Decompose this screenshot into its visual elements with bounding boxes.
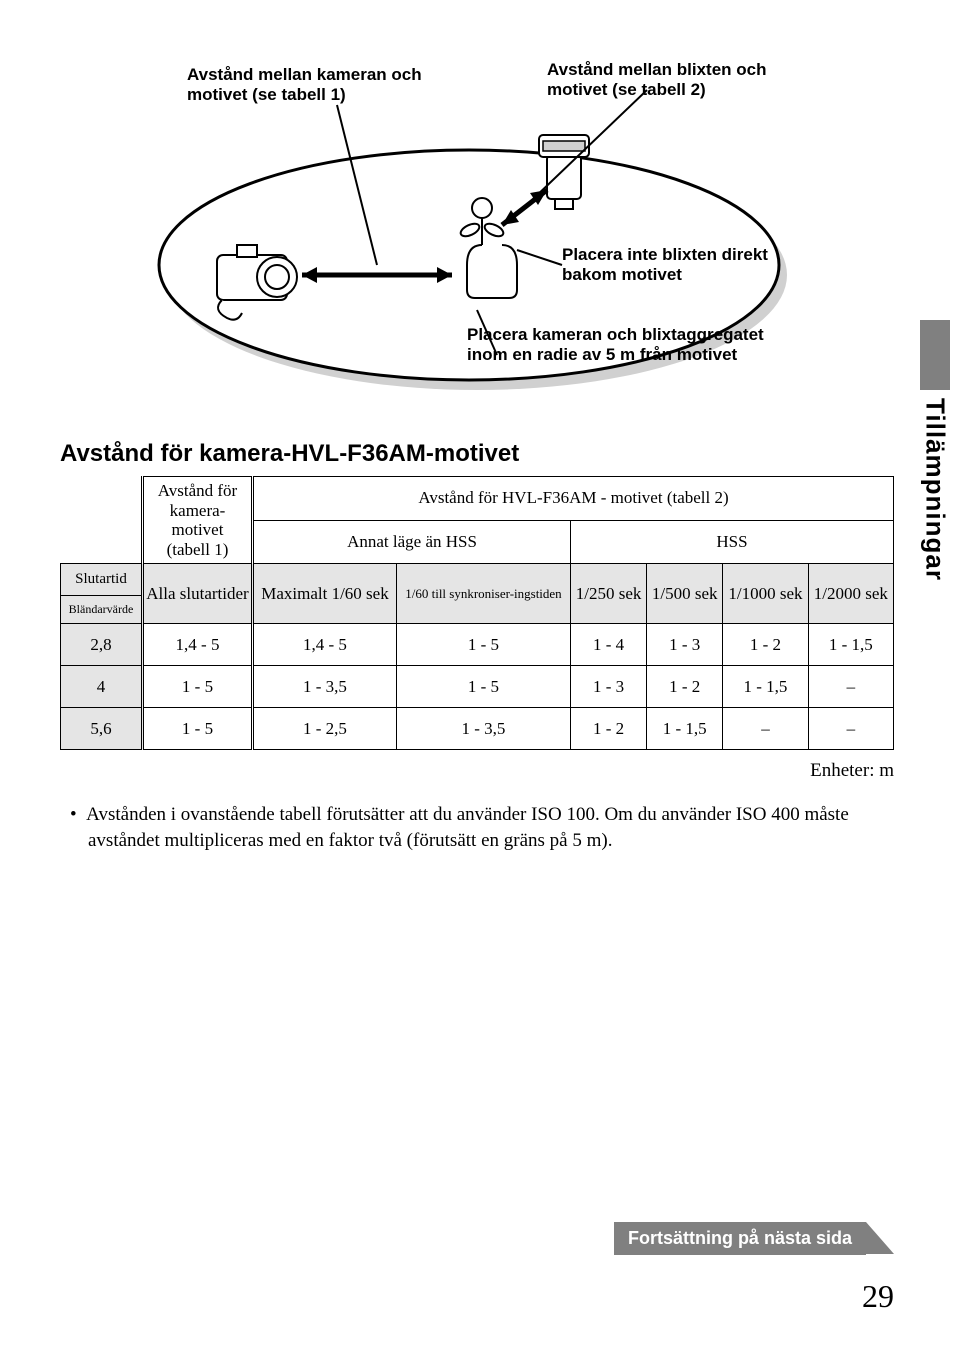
col-max-1-60: Maximalt 1/60 sek: [253, 564, 397, 624]
table-units: Enheter: m: [60, 760, 894, 782]
cell-cam-dist: 1,4 - 5: [143, 624, 253, 666]
distance-table: Avstånd för kamera-motivet (tabell 1) Av…: [60, 476, 894, 750]
row-label-aperture: Bländarvärde: [61, 596, 143, 624]
section-side-tab: Tillämpningar: [916, 320, 954, 581]
note-text: Avstånden i ovanstående tabell förutsätt…: [86, 804, 849, 851]
cell-c6: –: [808, 708, 893, 750]
setup-diagram: Avstånd mellan kameran och motivet (se t…: [117, 50, 837, 410]
cell-aperture: 4: [61, 666, 143, 708]
cell-c2: 1 - 3,5: [396, 708, 570, 750]
cell-c5: 1 - 1,5: [723, 666, 808, 708]
side-tab-indicator: [920, 320, 950, 390]
cell-c4: 1 - 2: [647, 666, 723, 708]
callout-flash-subject: Avstånd mellan blixten och motivet (se t…: [547, 60, 817, 101]
hdr-camera-subject: Avstånd för kamera-motivet (tabell 1): [143, 477, 253, 564]
cell-c2: 1 - 5: [396, 624, 570, 666]
cell-aperture: 5,6: [61, 708, 143, 750]
cell-c5: –: [723, 708, 808, 750]
cell-c1: 1 - 2,5: [253, 708, 397, 750]
cell-c2: 1 - 5: [396, 666, 570, 708]
cell-c5: 1 - 2: [723, 624, 808, 666]
col-1-1000: 1/1000 sek: [723, 564, 808, 624]
col-1-2000: 1/2000 sek: [808, 564, 893, 624]
cell-c4: 1 - 1,5: [647, 708, 723, 750]
hdr-non-hss: Annat läge än HSS: [253, 520, 571, 564]
cell-c6: 1 - 1,5: [808, 624, 893, 666]
callout-camera-subject: Avstånd mellan kameran och motivet (se t…: [187, 65, 467, 106]
cell-c3: 1 - 3: [571, 666, 647, 708]
callout-not-behind: Placera inte blixten direkt bakom motive…: [562, 245, 822, 286]
col-all-shutter: Alla slutartider: [143, 564, 253, 624]
cell-c1: 1 - 3,5: [253, 666, 397, 708]
bullet: •: [70, 804, 77, 825]
callout-5m-radius: Placera kameran och blixtaggregatet inom…: [467, 325, 787, 366]
page-number: 29: [862, 1278, 894, 1315]
cell-c3: 1 - 4: [571, 624, 647, 666]
row-label-shutter: Slutartid: [61, 564, 143, 596]
cell-aperture: 2,8: [61, 624, 143, 666]
cell-c4: 1 - 3: [647, 624, 723, 666]
continue-arrow-icon: [866, 1222, 894, 1254]
cell-c6: –: [808, 666, 893, 708]
hdr-hss: HSS: [571, 520, 894, 564]
section-title: Avstånd för kamera-HVL-F36AM-motivet: [60, 440, 894, 468]
cell-cam-dist: 1 - 5: [143, 708, 253, 750]
table-row: 5,61 - 51 - 2,51 - 3,51 - 21 - 1,5––: [61, 708, 894, 750]
col-1-250: 1/250 sek: [571, 564, 647, 624]
col-1-500: 1/500 sek: [647, 564, 723, 624]
table-row: 41 - 51 - 3,51 - 51 - 31 - 21 - 1,5–: [61, 666, 894, 708]
table-row: 2,81,4 - 51,4 - 51 - 51 - 41 - 31 - 21 -…: [61, 624, 894, 666]
col-1-60-sync: 1/60 till synkroniser-ingstiden: [396, 564, 570, 624]
cell-cam-dist: 1 - 5: [143, 666, 253, 708]
cell-c3: 1 - 2: [571, 708, 647, 750]
side-tab-label: Tillämpningar: [920, 398, 951, 581]
iso-note: • Avstånden i ovanstående tabell förutsä…: [60, 802, 894, 853]
cell-c1: 1,4 - 5: [253, 624, 397, 666]
continue-text: Fortsättning på nästa sida: [614, 1222, 866, 1255]
hdr-flash-subject: Avstånd för HVL-F36AM - motivet (tabell …: [253, 477, 894, 521]
continue-banner: Fortsättning på nästa sida: [614, 1222, 894, 1255]
